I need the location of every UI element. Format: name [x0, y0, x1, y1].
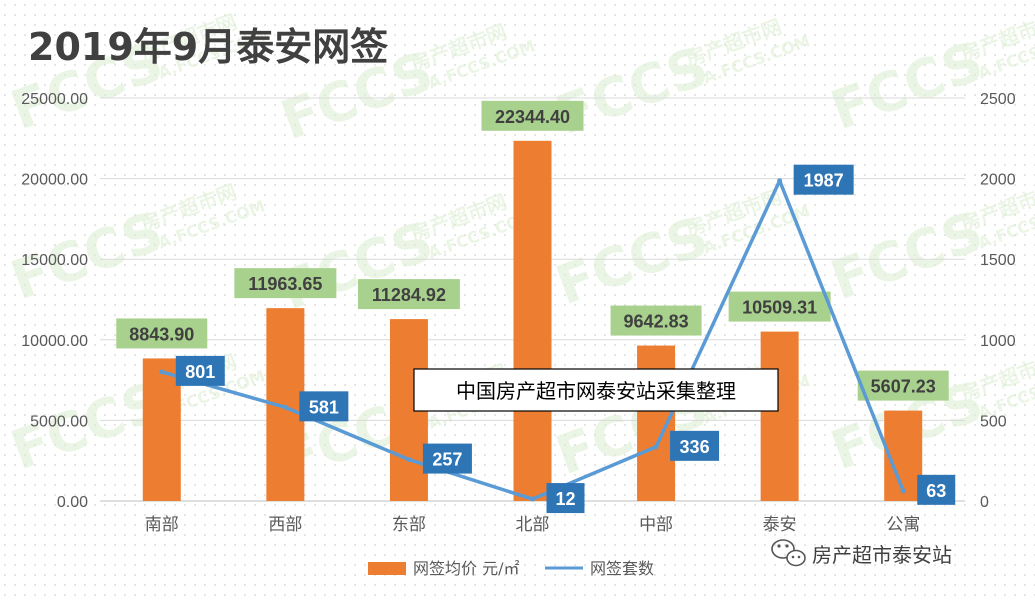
- line-label-bg-2: [299, 391, 349, 422]
- right-tick-label: 0: [980, 494, 989, 511]
- bar-data-labels: 8843.90 11963.65 11284.92 22344.40 9642.83 10…: [116, 100, 949, 401]
- line-point-4: [530, 496, 535, 502]
- line-label-2: 581: [309, 397, 339, 417]
- left-tick-label: 10000.00: [21, 333, 88, 350]
- line-label-bg-5: [670, 430, 720, 461]
- category-label-1: 南部: [145, 515, 179, 535]
- left-tick-label: 5000.00: [30, 413, 88, 430]
- left-axis: 0.00 5000.00 10000.00 15000.00 20000.00 25000…: [21, 91, 88, 511]
- bar-label-bg-2: [234, 268, 337, 299]
- brand-name: 房产超市泰安站: [812, 543, 952, 567]
- bar-label-bg-3: [357, 279, 460, 310]
- line-label-6: 1987: [804, 171, 844, 191]
- category-label-6: 泰安: [763, 515, 797, 535]
- annotation-text: 中国房产超市网泰安站采集整理: [456, 379, 736, 403]
- line-point-3: [406, 457, 412, 463]
- legend: 网签均价 元/㎡ 网签套数: [368, 559, 654, 578]
- bar-label-bg-7: [857, 370, 949, 401]
- line-series: [159, 178, 906, 502]
- annotation-box: 中国房产超市网泰安站采集整理: [413, 368, 779, 412]
- right-tick-label: 500: [980, 413, 1007, 430]
- wechat-icon: [771, 539, 806, 567]
- bar-label-5: 9642.83: [624, 312, 689, 332]
- line-label-bg-7: [917, 474, 956, 505]
- right-tick-label: 1500: [980, 252, 1016, 269]
- line-label-bg-4: [546, 483, 585, 514]
- line-label-bg-6: [793, 164, 854, 195]
- bar-label-2: 11963.65: [248, 274, 322, 294]
- bar-label-4: 22344.40: [495, 107, 570, 127]
- category-label-4: 北部: [516, 515, 550, 535]
- right-axis: 0 500 1000 1500 2000 2500: [980, 91, 1016, 511]
- line-data-labels: 801 581 257 12 336 1987 63: [175, 164, 956, 514]
- bar-6: [760, 331, 799, 501]
- bar-label-bg-5: [610, 305, 702, 336]
- line-label-bg-3: [422, 443, 472, 474]
- category-label-5: 中部: [639, 515, 673, 535]
- line-label-7: 63: [926, 481, 946, 501]
- line-label-bg-1: [175, 355, 225, 386]
- line-point-2: [282, 404, 288, 410]
- right-tick-label: 2000: [980, 172, 1016, 189]
- bar-label-1: 8843.90: [129, 324, 194, 344]
- legend-label-line: 网签套数: [590, 559, 654, 578]
- bar-label-7: 5607.23: [871, 377, 936, 397]
- line-label-5: 336: [680, 437, 710, 457]
- chart-title: 2019年9月泰安网签: [28, 25, 388, 69]
- line-point-5: [653, 444, 659, 450]
- line-label-3: 257: [432, 450, 462, 470]
- right-tick-label: 2500: [980, 91, 1016, 108]
- line-point-1: [159, 369, 165, 375]
- right-tick-label: 1000: [980, 333, 1016, 350]
- legend-swatch-bar: [368, 562, 406, 575]
- bar-label-bg-1: [116, 318, 208, 349]
- category-label-7: 公寓: [886, 515, 920, 535]
- line-point-6: [777, 178, 783, 184]
- category-axis: 南部 西部 东部 北部 中部 泰安 公寓: [145, 515, 920, 535]
- left-tick-label: 15000.00: [21, 252, 88, 269]
- left-tick-label: 20000.00: [21, 172, 88, 189]
- line-label-1: 801: [185, 362, 215, 382]
- annotation-frame: [413, 368, 779, 412]
- bar-label-bg-4: [481, 100, 584, 131]
- bar-1: [142, 358, 181, 501]
- category-label-3: 东部: [392, 515, 426, 535]
- left-tick-label: 25000.00: [21, 91, 88, 108]
- left-tick-label: 0.00: [57, 494, 88, 511]
- legend-label-bar: 网签均价 元/㎡: [413, 559, 519, 578]
- bar-label-6: 10509.31: [742, 298, 817, 318]
- category-label-2: 西部: [268, 515, 302, 535]
- line-label-4: 12: [555, 489, 575, 509]
- bar-label-bg-6: [728, 291, 831, 322]
- brand-watermark: 房产超市泰安站: [771, 539, 952, 567]
- line-point-7: [900, 488, 906, 494]
- bar-label-3: 11284.92: [372, 285, 446, 305]
- bar-4: [513, 140, 552, 501]
